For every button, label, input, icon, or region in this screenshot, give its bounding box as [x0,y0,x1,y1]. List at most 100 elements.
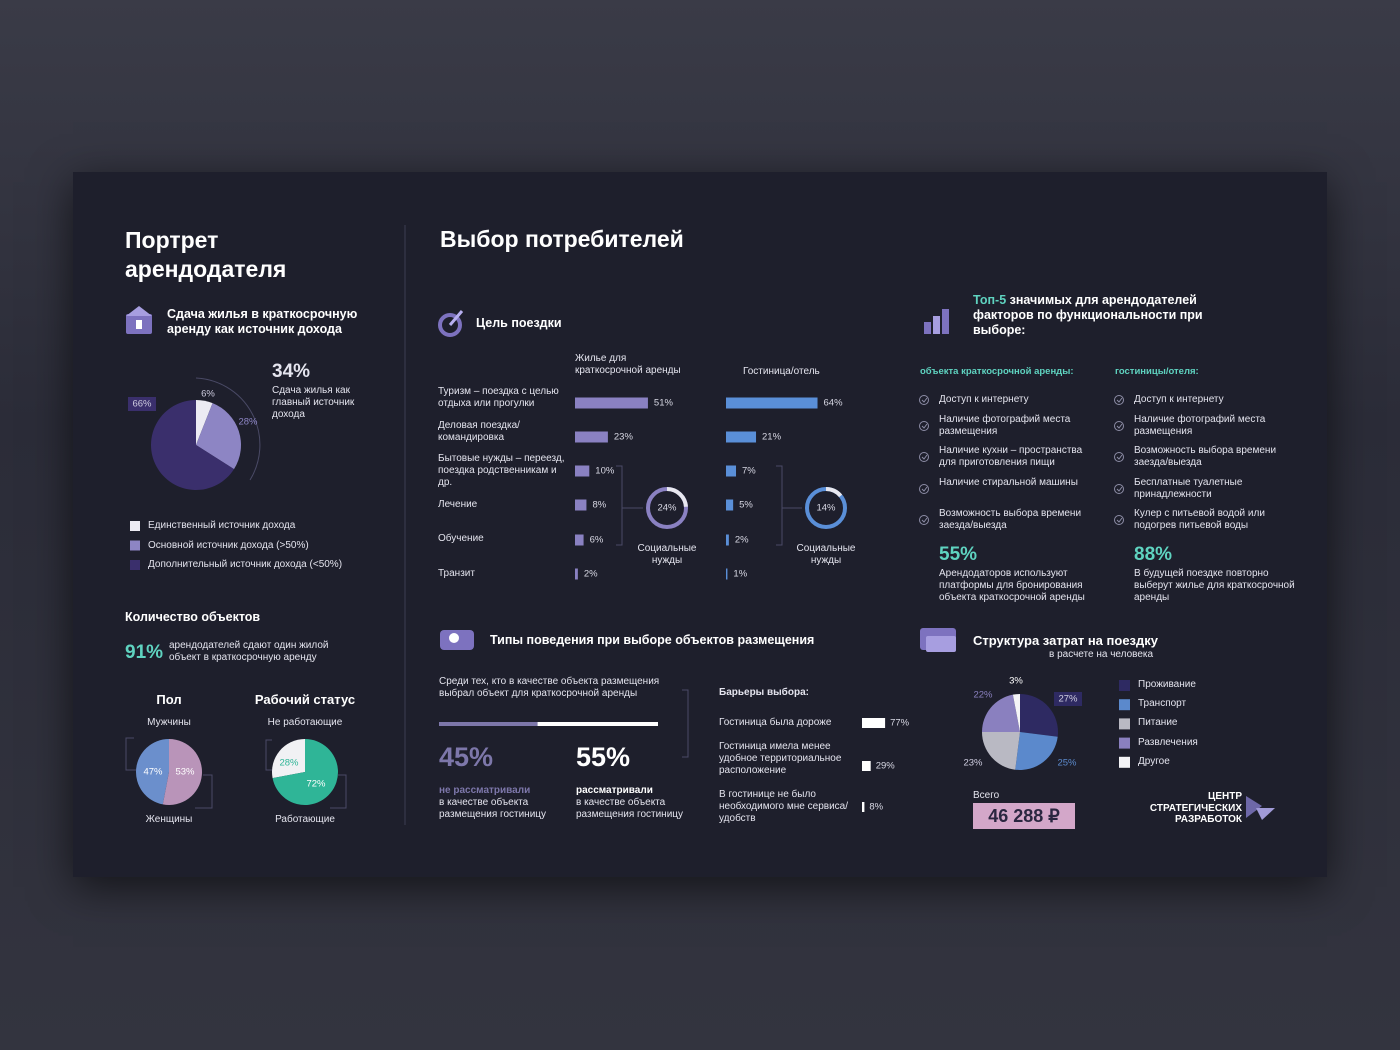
segment-name: Работающие [275,814,335,825]
pie-slice [1015,732,1058,771]
column-title: Гостиница/отель [743,366,820,377]
icon-heart [440,630,474,650]
group-accent: не рассматривали [439,785,531,796]
check-icon [919,515,929,525]
barrier-label: Гостиница была дороже [719,717,832,728]
slice-label: 28% [279,758,299,769]
subsection-heading: Сдача жилья в краткосрочную аренду как и… [167,307,358,336]
donut-label: 14% [816,503,836,514]
factor-item: Наличие кухни – пространства для пригото… [939,445,1083,468]
heading: значимых для арендодателей факторов по ф… [973,293,1203,337]
bracket [776,465,802,546]
check-icon [1114,452,1124,462]
legend-swatch [1119,737,1130,749]
label-tag [1054,692,1082,706]
legend-swatch [1119,699,1130,711]
highlight: 88% [1134,544,1173,565]
pie-slice [982,732,1020,770]
bar [575,534,584,546]
slice-label: 28% [238,417,258,428]
icon-stats [924,309,949,334]
bar-label: 8% [869,802,883,813]
bar-label: 6% [590,535,604,546]
donut-label: 24% [657,503,677,514]
slice-label: 25% [1057,758,1077,769]
group-value: 55% [576,742,631,772]
intro: Среди тех, кто в качестве объекта размещ… [439,676,660,699]
legend-label: Другое [1138,755,1170,767]
legend-label: Питание [1138,717,1178,729]
slice-label: 27% [1058,694,1078,705]
bar [726,397,818,409]
legend-label: Развлечения [1138,736,1198,748]
column-title: Жилье для краткосрочной аренды [575,353,681,376]
bar [726,499,734,511]
slice-label: 53% [175,767,195,778]
legend-swatch [130,560,140,570]
pie-slice [150,400,234,491]
segment-name: Не работающие [267,717,343,728]
icon-house [126,306,152,334]
factor-item: Наличие стиральной машины [939,477,1078,488]
pie-slice [1012,694,1020,732]
highlight: 91% [125,642,164,663]
slice-label: 23% [963,758,983,769]
bar [862,761,871,771]
check-icon [1114,395,1124,405]
bar-label: 21% [762,432,782,443]
bar [726,465,737,477]
barrier-label: Гостиница имела менее удобное территориа… [719,741,842,776]
total-label: Всего [973,790,1000,801]
subsection-heading: Цель поездки [476,316,562,330]
accent: Топ-5 [973,293,1007,307]
slice-label: 22% [973,690,993,701]
donut-arc [825,487,843,498]
slice-label: 3% [1009,676,1023,687]
legend-label: Дополнительный источник дохода (<50%) [148,559,343,570]
legend-label: Основной источник дохода (>50%) [148,539,309,551]
bar [575,431,608,443]
bar-label: 10% [595,466,615,477]
logo-mark [1246,796,1275,820]
check-icon [921,486,928,492]
row-label: Туризм – поездка с целью отдыха или прог… [438,386,559,409]
bar-label: 8% [592,500,606,511]
legend-swatch [1119,680,1130,691]
bar-label: 5% [739,500,753,511]
bar-label: 2% [735,535,749,546]
check-icon [921,397,928,403]
bar-label: 64% [824,398,844,409]
label-tag [128,397,156,411]
bar-label: 51% [654,398,674,409]
column-title: объекта краткосрочной аренды: [920,366,1074,377]
decor-arc [195,377,261,481]
total-value: 46 288 ₽ [973,803,1075,829]
progress-segment [439,722,538,726]
factor-item: Кулер с питьевой водой или подогрев пить… [1134,508,1265,531]
subsection-heading: Типы поведения при выборе объектов разме… [490,633,815,647]
barrier-label: В гостинице не было необходимого мне сер… [719,789,848,824]
highlight-text: Арендодаторов используют платформы для б… [939,568,1085,603]
bar-label: 2% [584,569,598,580]
chart-title: Рабочий статус [254,692,356,707]
bar [726,568,728,580]
column-title: гостиницы/отеля: [1115,366,1199,377]
check-icon [921,423,928,429]
legend-label: Проживание [1138,679,1196,690]
subsection-heading: Структура затрат на поездку [973,633,1158,648]
bar [575,568,578,580]
objects-text: арендодателей сдают один жилой объект в … [169,640,329,663]
row-label: Обучение [438,533,484,544]
segment-name: Мужчины [147,717,191,728]
bar [862,802,865,812]
factor-item: Бесплатные туалетные принадлежности [1134,477,1243,500]
group-text: в качестве объекта размещения гостиницу [576,797,684,820]
logo-text: РАЗРАБОТОК [1175,814,1242,825]
bar-label: 7% [742,466,756,477]
factor-item: Доступ к интернету [1134,394,1224,405]
pie-slice [272,739,305,779]
factor-item: Наличие фотографий места размещения [1134,414,1266,437]
factor-item: Наличие фотографий места размещения [939,414,1071,437]
bar-label: 23% [614,432,634,443]
